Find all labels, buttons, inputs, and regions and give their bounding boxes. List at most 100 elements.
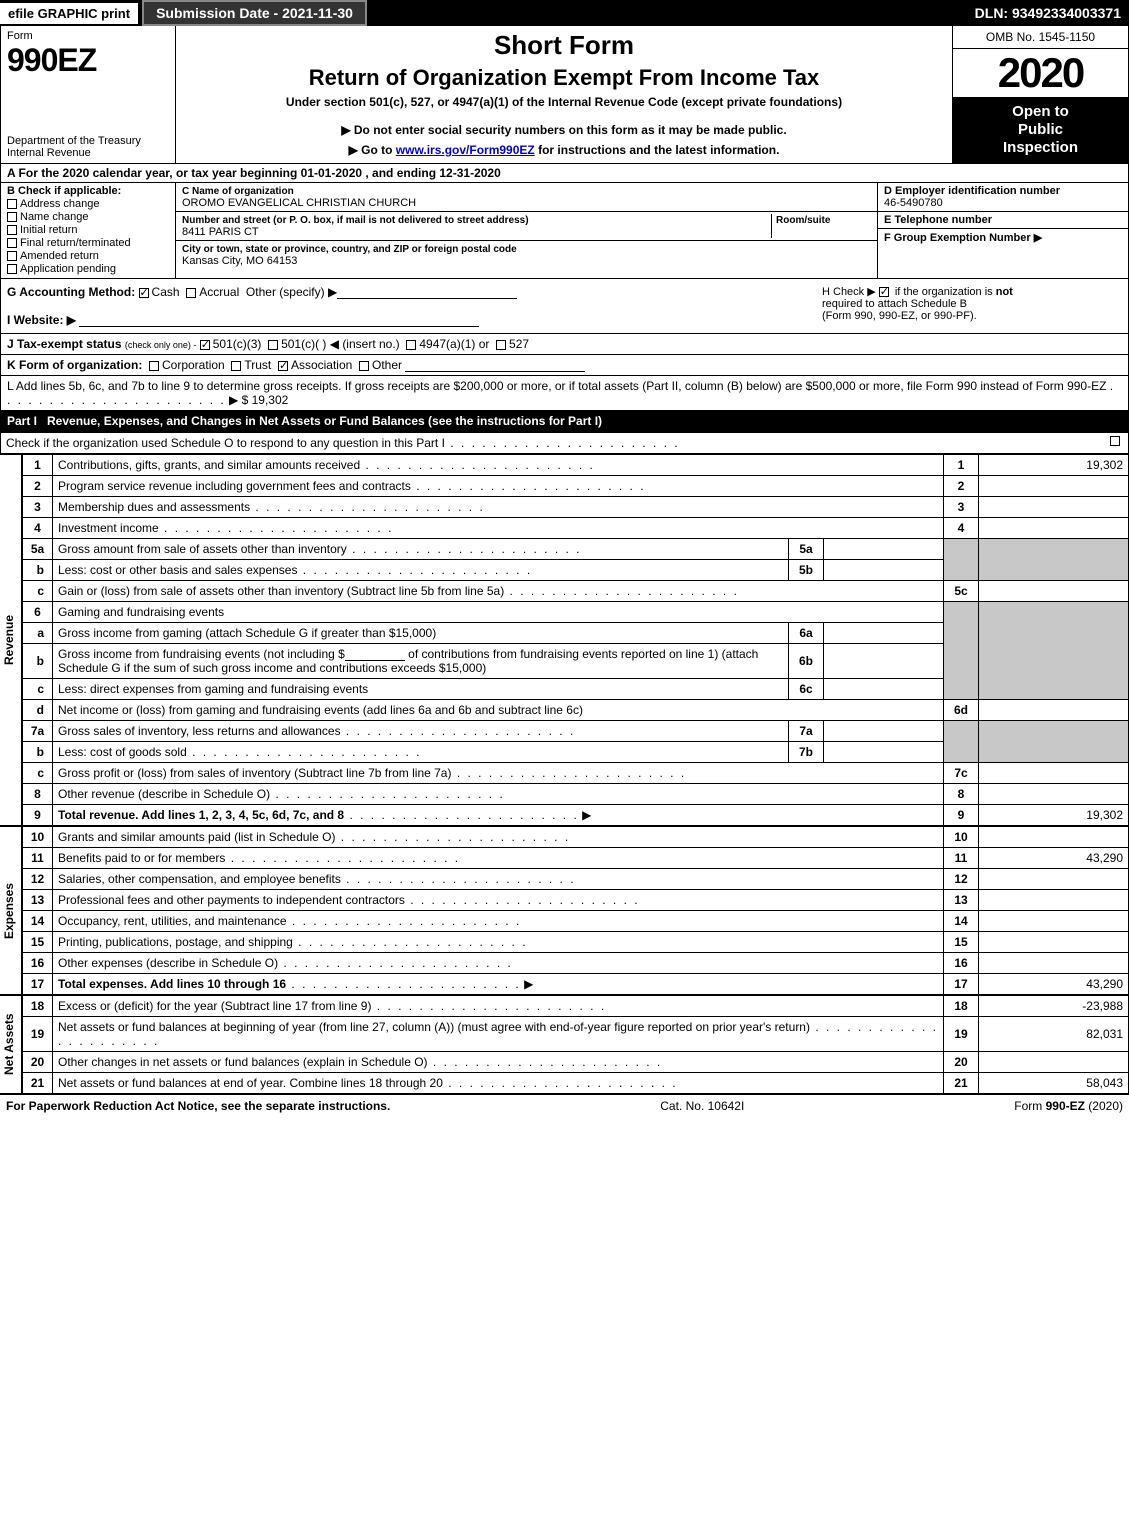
cb-schedule-o-part1[interactable] (1110, 436, 1120, 446)
h-text4: (Form 990, 990-EZ, or 990-PF). (822, 310, 977, 322)
part1-header: Part I Revenue, Expenses, and Changes in… (0, 411, 1129, 432)
6b-contrib-input[interactable] (345, 648, 405, 661)
row-h: H Check ▶ if the organization is not req… (822, 285, 1122, 327)
inspect-1: Open to (1012, 103, 1069, 120)
amt-21: 58,043 (979, 1073, 1129, 1094)
cb-other-org[interactable] (359, 361, 369, 371)
dln-label: DLN: 93492334003371 (975, 5, 1129, 21)
row-j: J Tax-exempt status (check only one) - 5… (0, 334, 1129, 355)
line-21: 21Net assets or fund balances at end of … (23, 1073, 1129, 1094)
amt-16 (979, 953, 1129, 974)
val-6c (824, 679, 944, 700)
cb-corp[interactable] (149, 361, 159, 371)
l-amount: ▶ $ 19,302 (229, 393, 288, 407)
cb-final-return[interactable]: Final return/terminated (7, 237, 169, 249)
inspect-3: Inspection (1003, 139, 1078, 156)
header-left: Form 990EZ Department of the Treasury In… (1, 26, 176, 163)
cb-501c[interactable] (268, 340, 278, 350)
header-center: Short Form Return of Organization Exempt… (176, 26, 953, 163)
col-b-checkboxes: B Check if applicable: Address change Na… (1, 183, 176, 278)
netassets-section: Net Assets 18Excess or (deficit) for the… (0, 995, 1129, 1094)
ein-value: 46-5490780 (884, 197, 943, 209)
cb-schedule-b[interactable] (879, 287, 889, 297)
top-bar: efile GRAPHIC print Submission Date - 20… (0, 0, 1129, 26)
cb-initial-return[interactable]: Initial return (7, 224, 169, 236)
row-k: K Form of organization: Corporation Trus… (0, 355, 1129, 376)
revenue-table: 1Contributions, gifts, grants, and simil… (22, 454, 1129, 826)
row-i: I Website: ▶ (7, 313, 822, 327)
website-input[interactable] (79, 314, 479, 327)
val-7b (824, 742, 944, 763)
return-title: Return of Organization Exempt From Incom… (182, 65, 946, 91)
cb-name-change[interactable]: Name change (7, 211, 169, 223)
line-13: 13Professional fees and other payments t… (23, 890, 1129, 911)
other-method-input[interactable] (337, 286, 517, 299)
header-right: OMB No. 1545-1150 2020 Open to Public In… (953, 26, 1128, 163)
amt-12 (979, 869, 1129, 890)
ein-label: D Employer identification number (884, 185, 1060, 197)
org-name-block: C Name of organization OROMO EVANGELICAL… (176, 183, 877, 212)
cb-trust[interactable] (231, 361, 241, 371)
cb-527[interactable] (496, 340, 506, 350)
org-name: OROMO EVANGELICAL CHRISTIAN CHURCH (182, 197, 416, 209)
revenue-section: Revenue 1Contributions, gifts, grants, a… (0, 454, 1129, 826)
line-10: 10Grants and similar amounts paid (list … (23, 827, 1129, 848)
goto-line: ▶ Go to www.irs.gov/Form990EZ for instru… (182, 143, 946, 157)
street-block: Number and street (or P. O. box, if mail… (176, 212, 877, 241)
cb-accrual[interactable] (186, 288, 196, 298)
row-g-left: G Accounting Method: Cash Accrual Other … (7, 285, 822, 327)
under-section: Under section 501(c), 527, or 4947(a)(1)… (182, 95, 946, 109)
line-19: 19Net assets or fund balances at beginni… (23, 1017, 1129, 1052)
amt-8 (979, 784, 1129, 805)
l-text: L Add lines 5b, 6c, and 7b to line 9 to … (7, 379, 1106, 393)
amt-7c (979, 763, 1129, 784)
revenue-sidelabel: Revenue (0, 454, 22, 826)
cb-assoc[interactable] (278, 361, 288, 371)
group-block: F Group Exemption Number ▶ (878, 229, 1128, 278)
h-text3: required to attach Schedule B (822, 298, 967, 310)
goto-post: for instructions and the latest informat… (535, 143, 780, 157)
cb-cash[interactable] (139, 288, 149, 298)
line-6: 6Gaming and fundraising events (23, 602, 1129, 623)
accounting-method: G Accounting Method: Cash Accrual Other … (7, 285, 822, 299)
line-2: 2Program service revenue including gover… (23, 476, 1129, 497)
line-14: 14Occupancy, rent, utilities, and mainte… (23, 911, 1129, 932)
cb-501c3[interactable] (200, 340, 210, 350)
short-form-title: Short Form (182, 30, 946, 61)
goto-pre: ▶ Go to (349, 143, 396, 157)
val-6a (824, 623, 944, 644)
k-label: K Form of organization: (7, 358, 142, 372)
amt-20 (979, 1052, 1129, 1073)
line-7c: cGross profit or (loss) from sales of in… (23, 763, 1129, 784)
city-block: City or town, state or province, country… (176, 241, 877, 269)
amt-5c (979, 581, 1129, 602)
amt-2 (979, 476, 1129, 497)
inspect-2: Public (1018, 121, 1063, 138)
line-7a: 7aGross sales of inventory, less returns… (23, 721, 1129, 742)
dept-treasury: Department of the Treasury (7, 135, 141, 147)
amt-13 (979, 890, 1129, 911)
other-org-input[interactable] (405, 359, 585, 372)
row-g-h: G Accounting Method: Cash Accrual Other … (0, 279, 1129, 334)
line-4: 4Investment income4 (23, 518, 1129, 539)
amt-4 (979, 518, 1129, 539)
goto-link[interactable]: www.irs.gov/Form990EZ (396, 143, 535, 157)
netassets-sidelabel: Net Assets (0, 995, 22, 1094)
phone-block: E Telephone number (878, 212, 1128, 229)
efile-print-label[interactable]: efile GRAPHIC print (0, 3, 138, 24)
cb-4947[interactable] (406, 340, 416, 350)
line-5c: cGain or (loss) from sale of assets othe… (23, 581, 1129, 602)
g-label: G Accounting Method: (7, 285, 135, 299)
open-inspection: Open to Public Inspection (953, 97, 1128, 163)
expenses-section: Expenses 10Grants and similar amounts pa… (0, 826, 1129, 995)
omb-number: OMB No. 1545-1150 (953, 26, 1128, 49)
page-footer: For Paperwork Reduction Act Notice, see … (0, 1094, 1129, 1117)
cb-amended-return[interactable]: Amended return (7, 250, 169, 262)
website-label: I Website: ▶ (7, 313, 76, 327)
line-5a: 5aGross amount from sale of assets other… (23, 539, 1129, 560)
form-number: 990EZ (7, 42, 169, 79)
cb-application-pending[interactable]: Application pending (7, 263, 169, 275)
info-grid: B Check if applicable: Address change Na… (0, 183, 1129, 279)
org-name-label: C Name of organization (182, 186, 294, 197)
cb-address-change[interactable]: Address change (7, 198, 169, 210)
